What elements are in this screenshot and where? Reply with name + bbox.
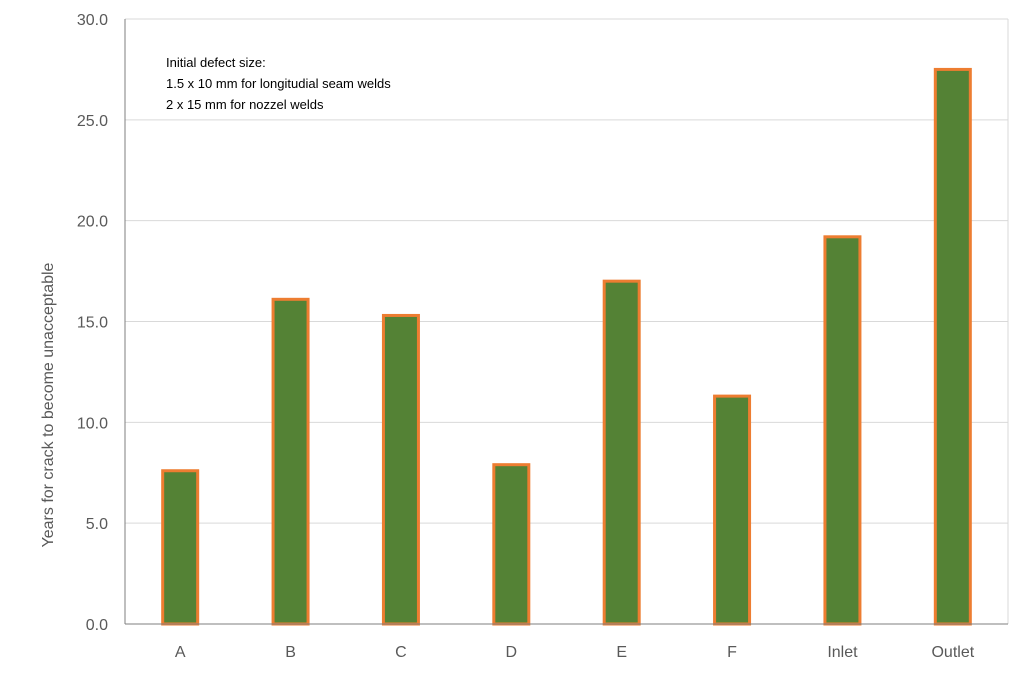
- x-tick-label: D: [506, 644, 518, 661]
- y-tick-labels: 0.0 5.0 10.0 15.0 20.0 25.0 30.0: [77, 12, 108, 634]
- x-tick-label: E: [616, 644, 627, 661]
- bar-e: [602, 279, 641, 626]
- x-tick-label: Inlet: [827, 644, 858, 661]
- gridlines: [125, 18, 1008, 524]
- y-tick-label: 25.0: [77, 113, 108, 130]
- x-tick-label: C: [395, 644, 407, 661]
- bars: [161, 67, 972, 626]
- bar-b: [271, 297, 310, 626]
- bar-c: [381, 313, 420, 626]
- axes: [124, 18, 1009, 625]
- y-tick-label: 30.0: [77, 12, 108, 29]
- annotation-line-3: 2 x 15 mm for nozzel welds: [166, 97, 324, 112]
- bar-inlet: [823, 235, 862, 626]
- y-tick-label: 0.0: [86, 617, 108, 634]
- bar-d: [492, 463, 531, 626]
- y-tick-label: 20.0: [77, 214, 108, 231]
- y-axis-title: Years for crack to become unacceptable: [40, 262, 57, 547]
- x-tick-labels: A B C D E F Inlet Outlet: [175, 644, 975, 661]
- y-tick-label: 10.0: [77, 415, 108, 432]
- bar-f: [713, 394, 752, 626]
- y-tick-label: 15.0: [77, 315, 108, 332]
- bar-a: [161, 469, 200, 626]
- x-tick-label: B: [285, 644, 296, 661]
- annotation-box: Initial defect size: 1.5 x 10 mm for lon…: [166, 55, 391, 112]
- y-tick-label: 5.0: [86, 516, 108, 533]
- annotation-line-1: Initial defect size:: [166, 55, 266, 70]
- bar-outlet: [933, 67, 972, 626]
- x-tick-label: A: [175, 644, 186, 661]
- x-tick-label: F: [727, 644, 737, 661]
- annotation-line-2: 1.5 x 10 mm for longitudial seam welds: [166, 76, 391, 91]
- x-tick-label: Outlet: [931, 644, 974, 661]
